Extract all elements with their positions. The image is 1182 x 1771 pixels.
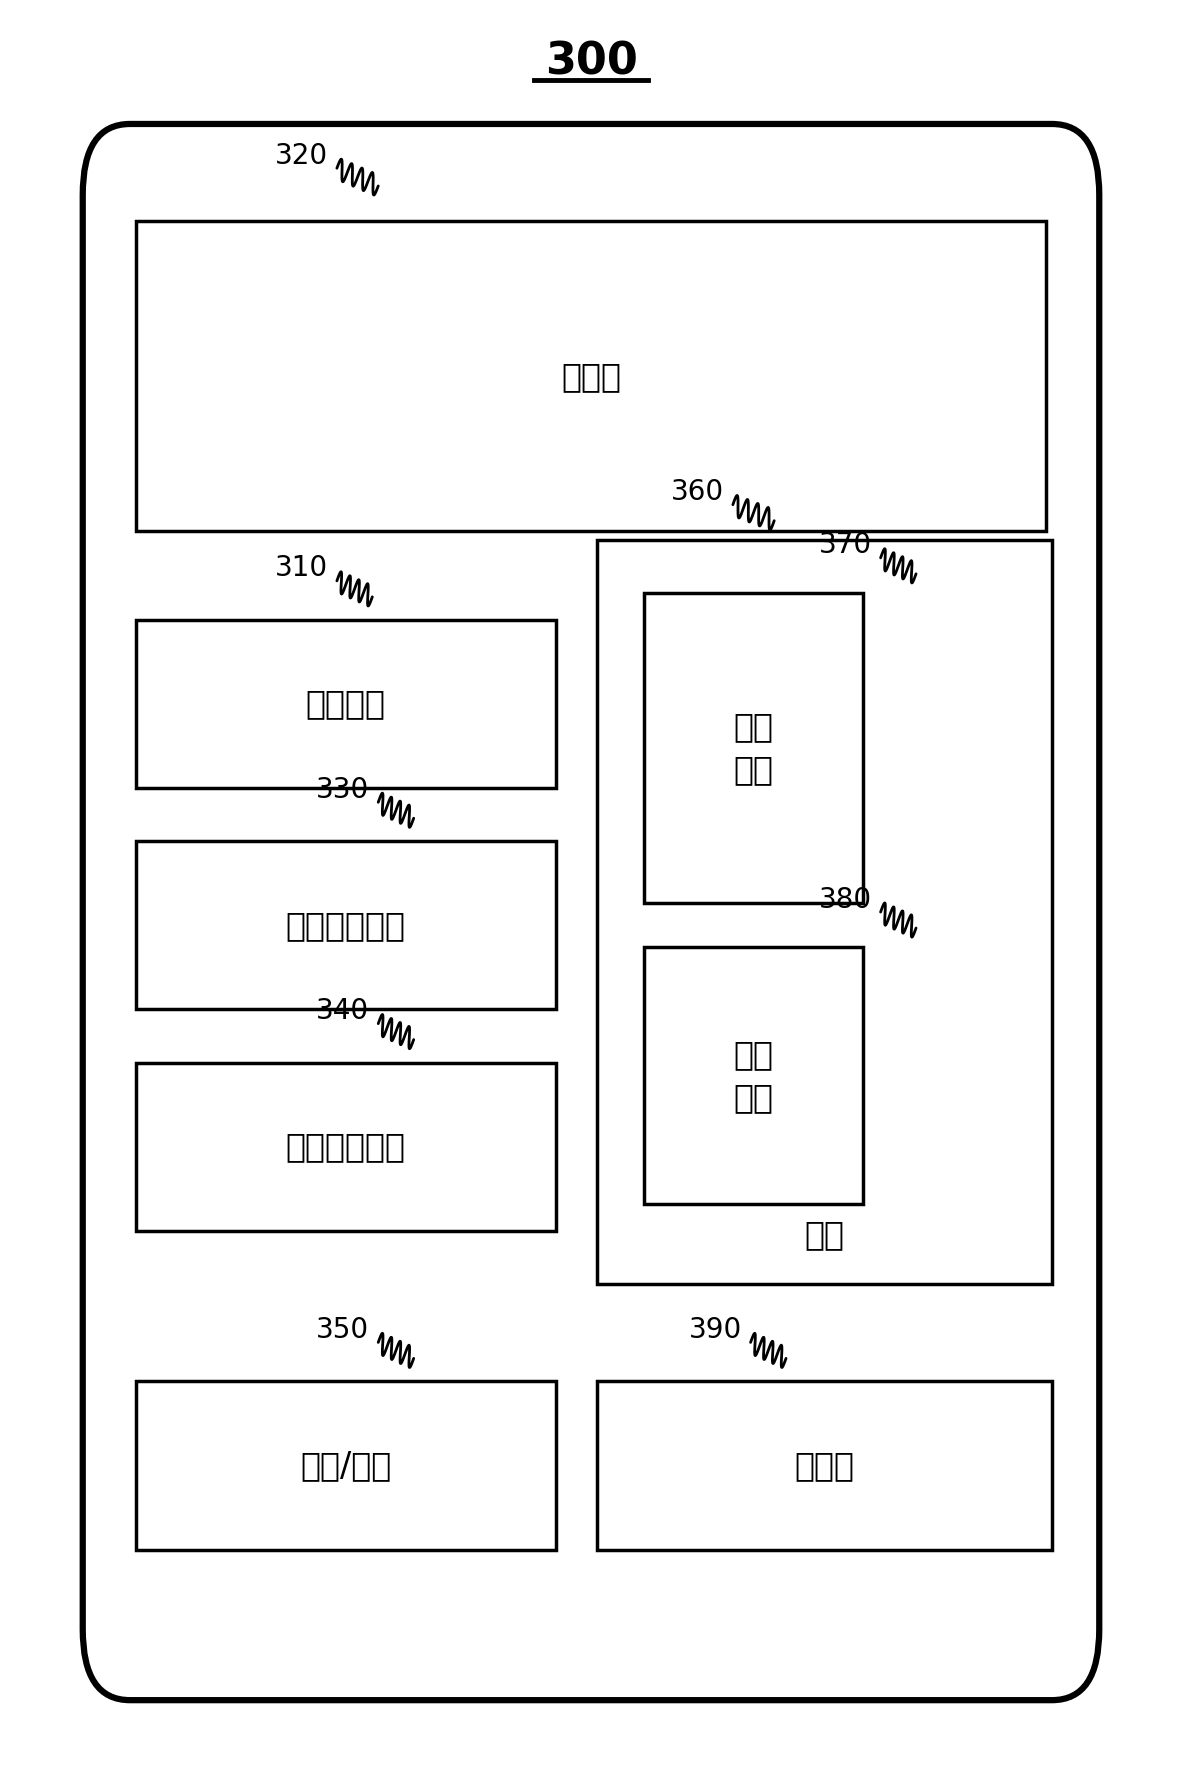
Text: 显示器: 显示器 — [561, 360, 621, 393]
Text: 330: 330 — [316, 776, 370, 804]
Text: 380: 380 — [819, 886, 871, 914]
Text: 操作
系统: 操作 系统 — [734, 710, 773, 786]
FancyBboxPatch shape — [83, 124, 1099, 1700]
Text: 300: 300 — [545, 41, 637, 83]
Bar — [136, 1381, 556, 1550]
Bar — [644, 947, 863, 1204]
Text: 390: 390 — [688, 1316, 742, 1344]
Bar — [136, 221, 1046, 531]
Bar — [136, 841, 556, 1009]
Text: 输入/输出: 输入/输出 — [300, 1449, 391, 1482]
Text: 370: 370 — [819, 531, 871, 560]
Text: 360: 360 — [671, 478, 723, 507]
Text: 存储器: 存储器 — [794, 1449, 855, 1482]
Bar — [597, 1381, 1052, 1550]
Text: 图像处理单元: 图像处理单元 — [286, 909, 405, 942]
Bar — [597, 540, 1052, 1284]
Bar — [644, 593, 863, 903]
Bar — [136, 620, 556, 788]
Text: 通信单元: 通信单元 — [306, 687, 385, 721]
Text: 中央处理单元: 中央处理单元 — [286, 1130, 405, 1164]
Text: 320: 320 — [275, 142, 327, 170]
Text: 340: 340 — [317, 997, 369, 1025]
Text: 350: 350 — [317, 1316, 369, 1344]
Bar — [136, 1063, 556, 1231]
Text: 内存: 内存 — [805, 1218, 844, 1250]
Text: 310: 310 — [275, 554, 327, 583]
Text: 应用
程序: 应用 程序 — [734, 1038, 773, 1114]
